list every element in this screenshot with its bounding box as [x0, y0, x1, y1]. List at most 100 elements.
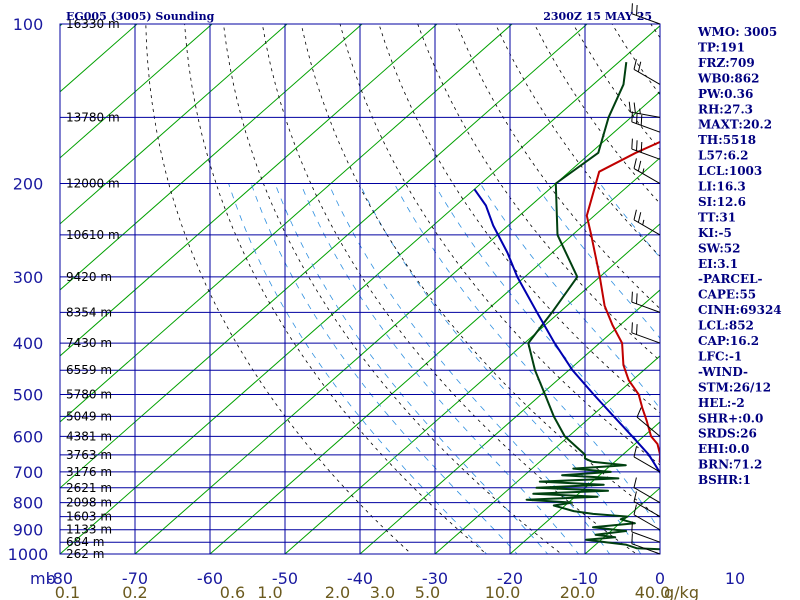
height-label: 1603 m [66, 510, 112, 524]
index-value: STM:26/12 [698, 380, 771, 394]
pressure-unit-label: mb [30, 569, 56, 588]
height-label: 9420 m [66, 270, 112, 284]
height-label: 4381 m [66, 429, 112, 443]
sounding-time: 2300Z 15 MAY 25 [543, 10, 652, 23]
isotherm-line [60, 24, 588, 489]
index-value: EHI:0.0 [698, 442, 749, 456]
wind-barb [631, 533, 661, 555]
temperature-tick-label: -70 [122, 569, 148, 588]
mixing-ratio-label: 0.6 [220, 583, 245, 600]
profile-series [473, 61, 660, 551]
mixing-ratio-label: 0.2 [122, 583, 147, 600]
index-value: PW:0.36 [698, 87, 753, 101]
isotherm-line [359, 289, 660, 554]
index-value: SI:12.6 [698, 195, 746, 209]
index-value: WMO: 3005 [697, 25, 777, 39]
mixing-ratio-label: 5.0 [415, 583, 440, 600]
index-value: TT:31 [698, 210, 736, 224]
index-value: BSHR:1 [698, 473, 751, 487]
index-value: FRZ:709 [698, 56, 755, 70]
height-label: 2098 m [66, 496, 112, 510]
height-label: 5049 m [66, 409, 112, 423]
dry-adiabat-line [339, 24, 660, 466]
plot-frame [59, 23, 661, 555]
pressure-tick-label: 400 [13, 334, 44, 353]
isotherm-line [209, 157, 660, 554]
wind-barb [631, 3, 661, 25]
index-value: LCL:1003 [698, 164, 762, 178]
pressure-tick-label: 700 [13, 463, 44, 482]
height-label: 1133 m [66, 523, 112, 537]
index-value: WB0:862 [697, 71, 759, 85]
index-value: RH:27.3 [698, 102, 753, 116]
index-value: BRN:71.2 [698, 458, 762, 472]
temperature-tick-label: -10 [572, 569, 598, 588]
temperature-tick-label: -30 [422, 569, 448, 588]
isotherm-line [60, 24, 363, 291]
mixing-ratio-label: 40.0 [635, 583, 671, 600]
isotherm-line [60, 24, 438, 357]
temperature-tick-label: 0 [655, 569, 665, 588]
moist-adiabat-line [300, 183, 580, 554]
wind-barb [631, 138, 661, 160]
height-label: 13780 m [66, 110, 120, 124]
index-value: LFC:-1 [698, 349, 742, 363]
wind-barb [633, 158, 661, 184]
index-value: -WIND- [698, 365, 748, 379]
index-value: SW:52 [698, 241, 740, 255]
mixing-ratio-label: 3.0 [370, 583, 395, 600]
isotherm-line [60, 24, 288, 225]
plot-area [60, 24, 660, 554]
height-label: 10610 m [66, 228, 120, 242]
wind-barbs [628, 3, 661, 555]
mixing-ratio-label: 10.0 [485, 583, 521, 600]
temperature-tick-label: -40 [347, 569, 373, 588]
wind-barb [636, 407, 661, 437]
height-label: 5780 m [66, 387, 112, 401]
wind-barb [633, 209, 661, 236]
pressure-tick-label: 1000 [8, 545, 49, 564]
temperature-tick-label: 10 [725, 569, 745, 588]
height-label: 262 m [66, 547, 104, 561]
isotherm-lines [60, 24, 660, 554]
wind-barb [633, 504, 661, 531]
height-label: 7430 m [66, 336, 112, 350]
index-value: CAPE:55 [698, 288, 756, 302]
mixing-ratio-label: 0.1 [55, 583, 80, 600]
station-title: EG005 (3005) Sounding [66, 10, 215, 23]
isotherm-line [60, 24, 513, 423]
wind-barb [633, 491, 661, 518]
pressure-tick-label: 800 [13, 494, 44, 513]
wind-barb [633, 477, 661, 504]
pressure-tick-label: 900 [13, 521, 44, 540]
isotherm-line [60, 24, 213, 159]
wind-barb [628, 101, 661, 118]
moist-adiabat-line [328, 183, 611, 554]
height-label: 12000 m [66, 177, 120, 191]
index-value: HEL:-2 [698, 396, 745, 410]
moist-adiabat-line [250, 183, 518, 554]
pressure-tick-label: 600 [13, 427, 44, 446]
mixing-ratio-label: 1.0 [257, 583, 282, 600]
wind-barb [631, 322, 661, 344]
index-value: EI:3.1 [698, 257, 738, 271]
index-value: -PARCEL- [698, 272, 763, 286]
grid-lines [60, 24, 660, 554]
wind-barb [631, 111, 661, 133]
index-value: LCL:852 [698, 319, 754, 333]
height-label: 2621 m [66, 481, 112, 495]
wind-barb [631, 521, 661, 543]
parcel-path [473, 188, 660, 475]
index-value: LI:16.3 [698, 180, 746, 194]
temperature-tick-label: -20 [497, 569, 523, 588]
isotherm-line [434, 355, 660, 554]
temperature-profile [585, 140, 660, 464]
index-value: MAXT:20.2 [698, 118, 772, 132]
wind-barb [631, 291, 661, 313]
index-value: L57:6.2 [698, 149, 748, 163]
wind-barb [633, 446, 661, 473]
height-label: 3176 m [66, 465, 112, 479]
temperature-tick-label: -50 [272, 569, 298, 588]
